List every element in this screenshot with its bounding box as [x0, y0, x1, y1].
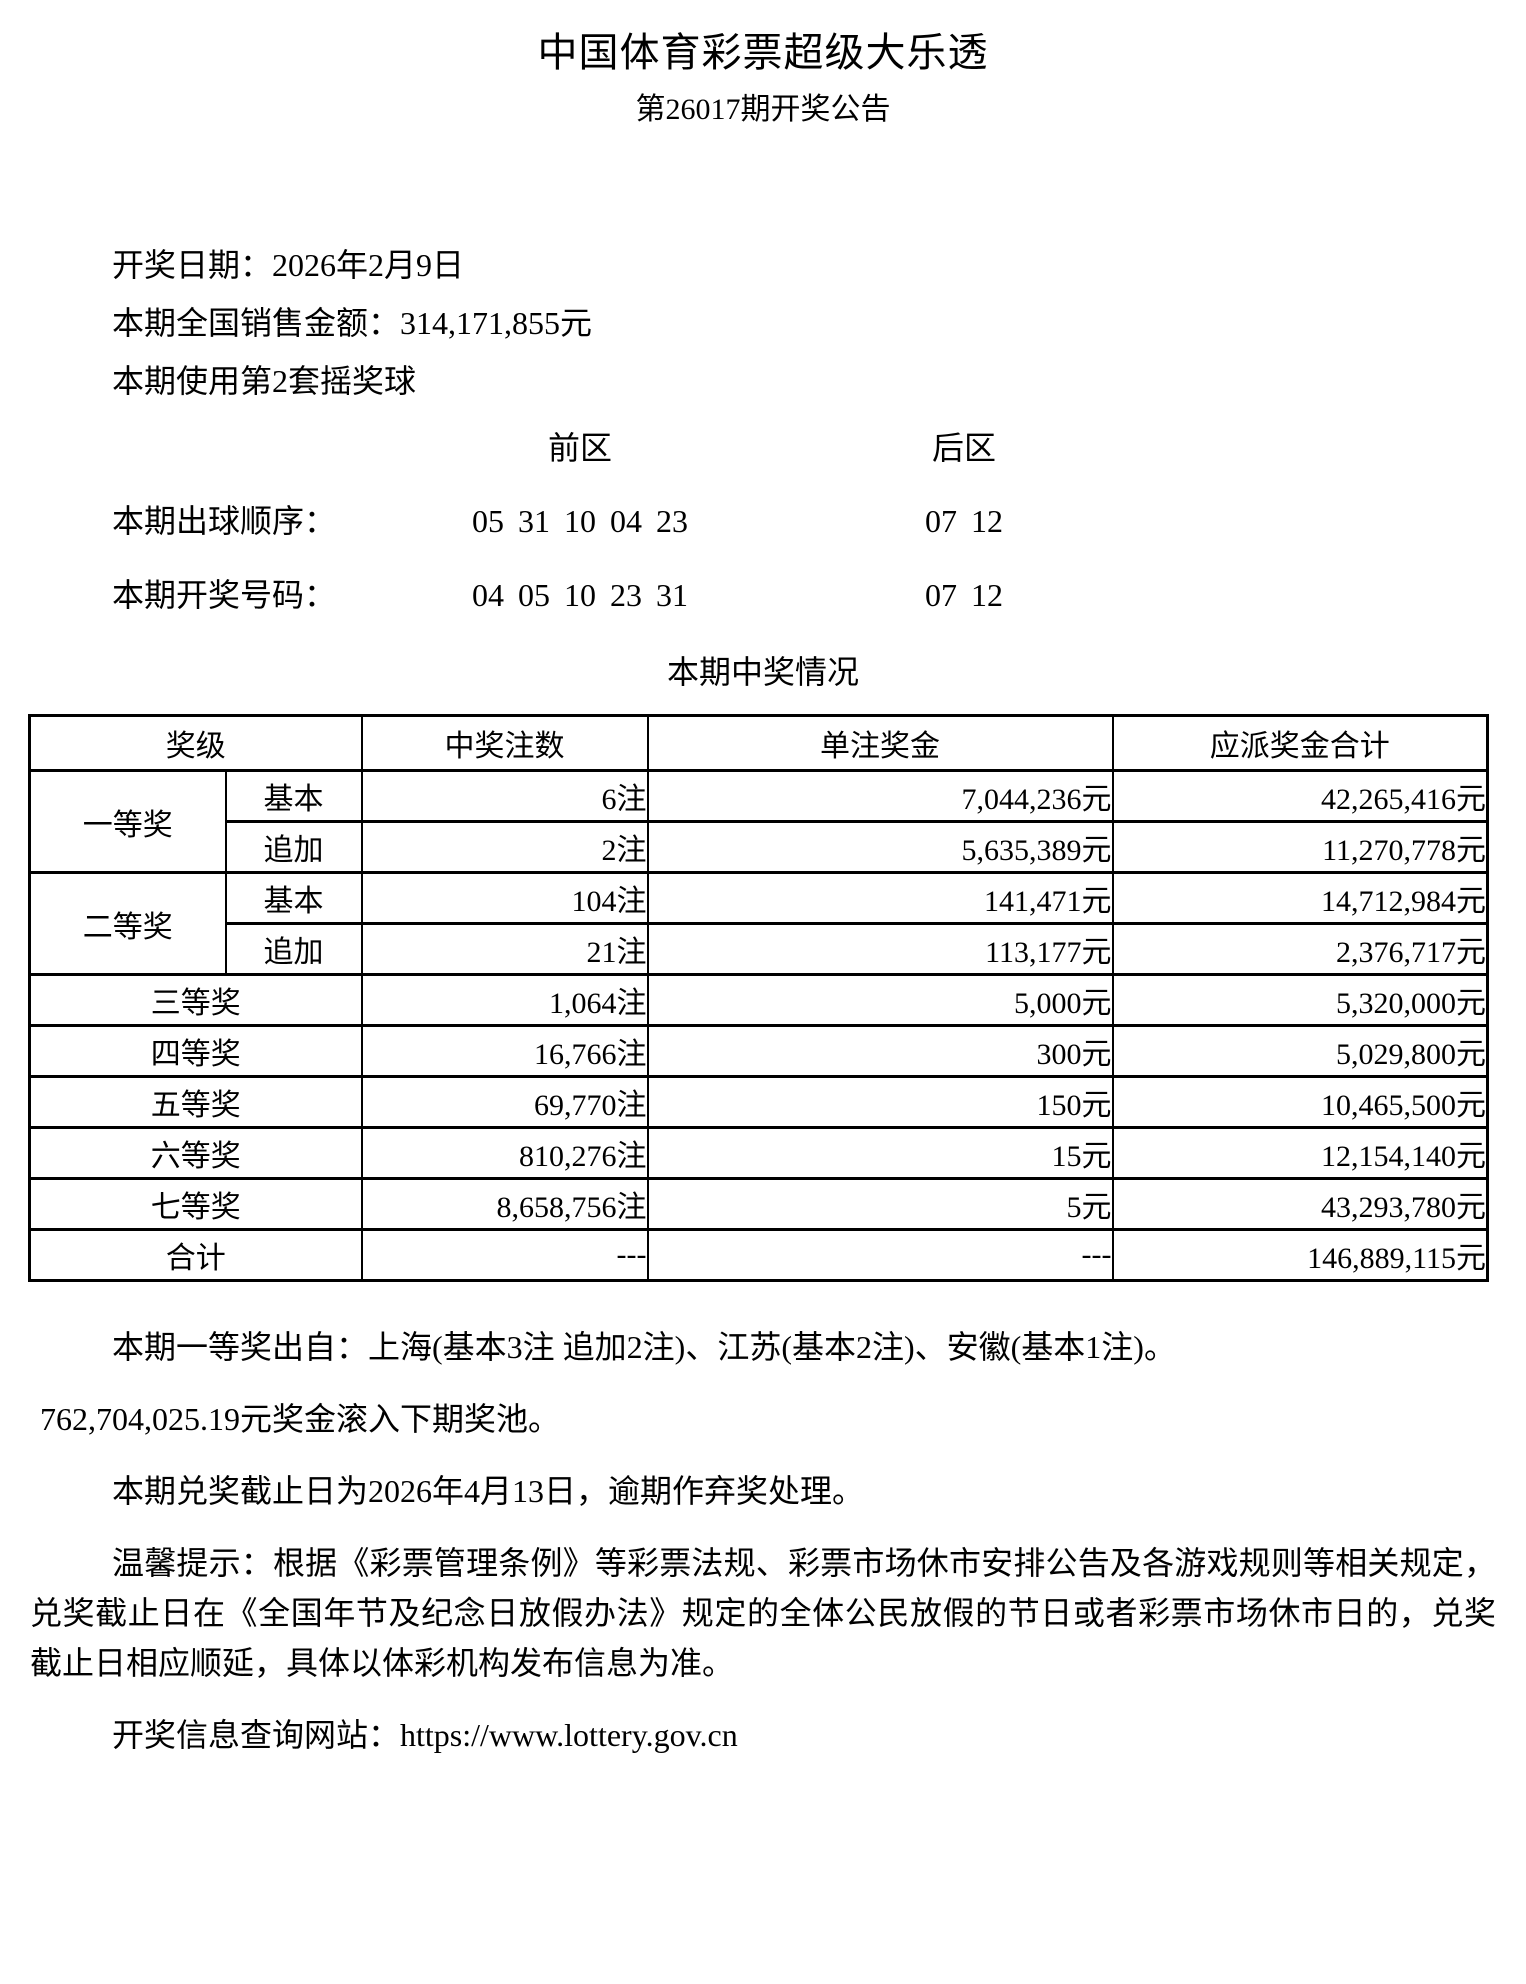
- prize-level-cell: 七等奖: [28, 1177, 363, 1231]
- winning-numbers-label: 本期开奖号码：: [112, 577, 337, 613]
- prize-level-cell: 五等奖: [28, 1075, 363, 1129]
- zone-header-row: 前区 后区: [0, 426, 1526, 470]
- prize-table-header-row: 奖级 中奖注数 单注奖金 应派奖金合计: [28, 714, 1489, 772]
- prize-total-amount-cell: 11,270,778元: [1111, 820, 1489, 874]
- prize-total-amount-cell: 42,265,416元: [1111, 769, 1489, 823]
- prize-total-amount-cell: 12,154,140元: [1111, 1126, 1489, 1180]
- winning-numbers-back: 07 12: [925, 577, 1003, 613]
- page-subtitle: 第26017期开奖公告: [635, 93, 891, 126]
- prize-row-fifth: 五等奖 69,770注 150元 10,465,500元: [28, 1075, 1489, 1129]
- prize-count-cell: ---: [360, 1228, 649, 1282]
- rollover-note: 762,704,025.19元奖金滚入下期奖池。: [40, 1401, 561, 1437]
- prize-single-amount-cell: 7,044,236元: [646, 769, 1114, 823]
- prize-subtype-cell: 追加: [224, 922, 363, 976]
- draw-order-front-numbers: 05 31 10 04 23: [472, 503, 688, 539]
- prize-header-single: 单注奖金: [646, 714, 1114, 772]
- prize-section-title: 本期中奖情况: [666, 654, 859, 690]
- prize-total-amount-cell: 14,712,984元: [1111, 871, 1489, 925]
- reminder-note: 温馨提示：根据《彩票管理条例》等彩票法规、彩票市场休市安排公告及各游戏规则等相关…: [30, 1545, 1496, 1681]
- prize-header-count: 中奖注数: [360, 714, 649, 772]
- prize-count-cell: 8,658,756注: [360, 1177, 649, 1231]
- prize-total-amount-cell: 5,029,800元: [1111, 1024, 1489, 1078]
- draw-order-back-numbers: 07 12: [925, 503, 1003, 539]
- prize-count-cell: 69,770注: [360, 1075, 649, 1129]
- prize-header-total: 应派奖金合计: [1111, 714, 1489, 772]
- prize-subtype-cell: 基本: [224, 769, 363, 823]
- prize-total-amount-cell: 10,465,500元: [1111, 1075, 1489, 1129]
- sales-amount: 本期全国销售金额：314,171,855元: [112, 305, 593, 341]
- prize-single-amount-cell: ---: [646, 1228, 1114, 1282]
- prize-single-amount-cell: 300元: [646, 1024, 1114, 1078]
- prize-row-total: 合计 --- --- 146,889,115元: [28, 1228, 1489, 1282]
- prize-count-cell: 16,766注: [360, 1024, 649, 1078]
- prize-level-cell: 合计: [28, 1228, 363, 1282]
- prize-level-cell: 三等奖: [28, 973, 363, 1027]
- prize-subtype-cell: 基本: [224, 871, 363, 925]
- notes-section: 本期一等奖出自：上海(基本3注 追加2注)、江苏(基本2注)、安徽(基本1注)。…: [0, 1322, 1526, 1760]
- prize-count-cell: 104注: [360, 871, 649, 925]
- front-zone-label: 前区: [547, 430, 612, 466]
- prize-single-amount-cell: 15元: [646, 1126, 1114, 1180]
- prize-single-amount-cell: 5元: [646, 1177, 1114, 1231]
- prize-header-level: 奖级: [28, 714, 363, 772]
- prize-row-third: 三等奖 1,064注 5,000元 5,320,000元: [28, 973, 1489, 1027]
- prize-subtype-cell: 追加: [224, 820, 363, 874]
- draw-order-label: 本期出球顺序：: [112, 503, 337, 539]
- prize-single-amount-cell: 150元: [646, 1075, 1114, 1129]
- page-title: 中国体育彩票超级大乐透: [537, 30, 989, 75]
- ball-set-info: 本期使用第2套摇奖球: [112, 363, 417, 399]
- draw-date: 开奖日期：2026年2月9日: [112, 247, 465, 283]
- redeem-deadline-note: 本期兑奖截止日为2026年4月13日，逾期作弃奖处理。: [112, 1473, 865, 1509]
- prize-level-cell: 一等奖: [28, 769, 227, 874]
- prize-single-amount-cell: 5,635,389元: [646, 820, 1114, 874]
- prize-count-cell: 21注: [360, 922, 649, 976]
- prize-count-cell: 1,064注: [360, 973, 649, 1027]
- prize-total-amount-cell: 2,376,717元: [1111, 922, 1489, 976]
- winning-numbers-row: 本期开奖号码： 04 05 10 23 31 07 12: [0, 558, 1526, 632]
- winning-numbers-front: 04 05 10 23 31: [472, 577, 688, 613]
- first-prize-source-note: 本期一等奖出自：上海(基本3注 追加2注)、江苏(基本2注)、安徽(基本1注)。: [112, 1329, 1176, 1365]
- draw-numbers-section: 前区 后区 本期出球顺序： 05 31 10 04 23 07 12 本期开奖号…: [0, 426, 1526, 632]
- prize-level-cell: 二等奖: [28, 871, 227, 976]
- prize-row-first-additional: 追加 2注 5,635,389元 11,270,778元: [30, 820, 1489, 874]
- prize-total-amount-cell: 146,889,115元: [1111, 1228, 1489, 1282]
- draw-order-row: 本期出球顺序： 05 31 10 04 23 07 12: [0, 484, 1526, 558]
- prize-level-cell: 六等奖: [28, 1126, 363, 1180]
- prize-total-amount-cell: 5,320,000元: [1111, 973, 1489, 1027]
- prize-count-cell: 6注: [360, 769, 649, 823]
- back-zone-label: 后区: [931, 430, 996, 466]
- prize-count-cell: 2注: [360, 820, 649, 874]
- prize-table: 奖级 中奖注数 单注奖金 应派奖金合计 一等奖 基本 6注 7,044,236元…: [28, 714, 1489, 1282]
- prize-total-amount-cell: 43,293,780元: [1111, 1177, 1489, 1231]
- prize-row-first-basic: 一等奖 基本 6注 7,044,236元 42,265,416元: [28, 769, 1489, 874]
- prize-count-cell: 810,276注: [360, 1126, 649, 1180]
- prize-single-amount-cell: 113,177元: [646, 922, 1114, 976]
- prize-row-second-basic: 二等奖 基本 104注 141,471元 14,712,984元: [28, 871, 1489, 976]
- prize-single-amount-cell: 5,000元: [646, 973, 1114, 1027]
- prize-single-amount-cell: 141,471元: [646, 871, 1114, 925]
- prize-row-seventh: 七等奖 8,658,756注 5元 43,293,780元: [28, 1177, 1489, 1231]
- prize-row-fourth: 四等奖 16,766注 300元 5,029,800元: [28, 1024, 1489, 1078]
- query-website-note: 开奖信息查询网站：https://www.lottery.gov.cn: [112, 1717, 738, 1753]
- prize-row-second-additional: 追加 21注 113,177元 2,376,717元: [30, 922, 1489, 976]
- prize-level-cell: 四等奖: [28, 1024, 363, 1078]
- prize-row-sixth: 六等奖 810,276注 15元 12,154,140元: [28, 1126, 1489, 1180]
- draw-info-block: 开奖日期：2026年2月9日 本期全国销售金额：314,171,855元 本期使…: [0, 236, 1526, 410]
